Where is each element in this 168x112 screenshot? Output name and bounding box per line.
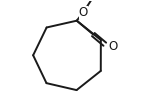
Text: O: O [79, 6, 88, 19]
Text: O: O [108, 40, 117, 53]
